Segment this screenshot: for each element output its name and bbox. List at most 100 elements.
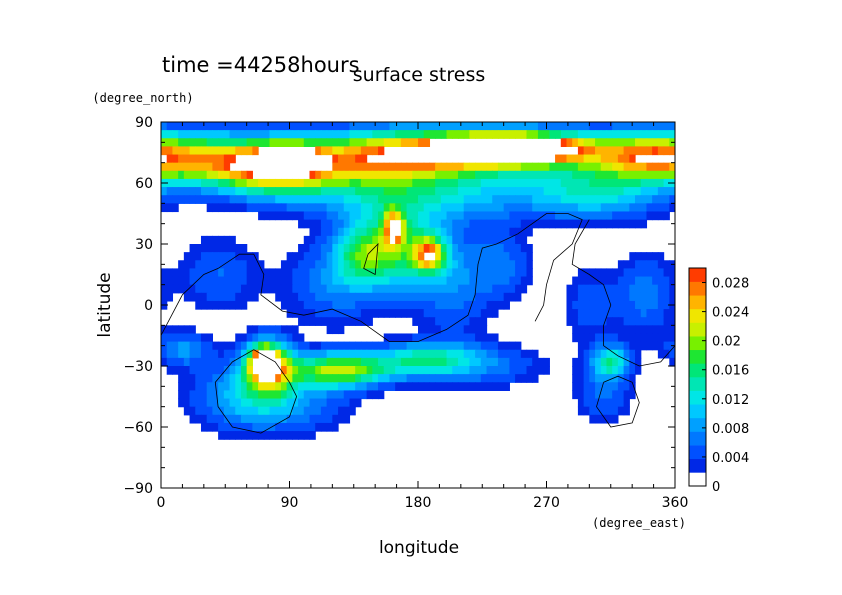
contour-cell [258,398,265,408]
axis-ticks [160,121,676,489]
contour-cell [240,300,248,310]
contour-cell [412,211,419,221]
contour-cell [486,187,493,196]
contour-cell [252,276,259,286]
contour-cell [452,357,459,367]
contour-cell [292,292,299,302]
contour-cell [223,300,231,310]
contour-cell [566,317,573,326]
contour-cell [400,219,408,229]
contour-cell [480,130,488,139]
contour-cell [572,382,579,391]
contour-cell [178,333,185,343]
contour-cell [383,211,391,221]
contour-cell [475,382,482,391]
contour-cell [418,309,425,318]
contour-cell [452,374,459,383]
contour-cell [429,300,436,310]
contour-cell [600,162,608,172]
contour-cell [183,284,191,294]
contour-cell [435,268,442,278]
contour-cell [669,146,675,156]
contour-cell [435,252,442,261]
contour-cell [526,252,533,261]
contour-cell [623,292,630,302]
contour-cell [406,382,413,391]
contour-cell [349,292,356,302]
contour-cell [235,178,242,188]
contour-cell [572,292,579,302]
contour-cell [440,260,448,269]
contour-cell [303,219,311,229]
contour-cell [457,130,465,139]
contour-cell [492,333,499,343]
contour-cell [378,170,385,180]
contour-cell [526,349,533,359]
contour-cell [537,195,545,204]
contour-cell [343,252,351,261]
contour-cell [258,138,265,147]
contour-cell [355,219,362,229]
contour-cell [418,300,425,310]
contour-cell [617,276,625,286]
contour-cell [623,382,630,391]
contour-cell [195,341,202,351]
contour-cell [635,357,642,367]
contour-cell [343,122,351,131]
contour-cell [555,211,562,221]
contour-cell [178,260,185,269]
contour-cell [440,130,448,139]
contour-cell [612,300,619,310]
contour-cell [583,382,590,391]
contour-cell [320,219,328,229]
contour-cell [240,333,248,343]
contour-cell [623,146,630,156]
contour-cell [189,414,196,424]
contour-cell [223,431,231,440]
contour-cell [617,122,625,131]
contour-cell [338,349,345,359]
contour-cell [429,130,436,139]
contour-cell [412,341,419,351]
contour-cell [366,146,373,156]
contour-cell [452,284,459,294]
contour-cell [606,300,613,310]
contour-cell [663,268,670,278]
contour-cell [269,414,276,424]
contour-cell [572,300,579,310]
contour-cell [423,170,431,180]
contour-cell [600,317,608,326]
contour-cell [343,138,351,147]
contour-cell [475,349,482,359]
contour-cell [372,390,379,400]
contour-cell [395,382,402,391]
contour-cell [195,170,202,180]
contour-cell [469,203,476,213]
contour-cell [178,170,185,180]
contour-cell [229,357,236,367]
contour-cell [223,235,231,245]
contour-cell [246,146,253,156]
contour-cell [612,187,619,196]
contour-cell [486,284,493,294]
contour-cell [515,227,522,237]
contour-cell [229,292,236,302]
contour-cell [480,300,488,310]
contour-cell [389,349,396,359]
contour-cell [480,366,488,375]
contour-cell [509,341,516,351]
contour-cell [200,357,208,367]
contour-cell [378,122,385,131]
contour-cell [326,284,333,294]
contour-cell [446,195,453,204]
contour-cell [389,162,396,172]
contour-cell [475,219,482,229]
contour-cell [263,178,271,188]
contour-cell [332,317,339,326]
contour-cell [178,374,185,383]
contour-cell [395,170,402,180]
contour-cell [195,178,202,188]
contour-cell [395,366,402,375]
contour-cell [235,406,242,416]
contour-cell [555,187,562,196]
